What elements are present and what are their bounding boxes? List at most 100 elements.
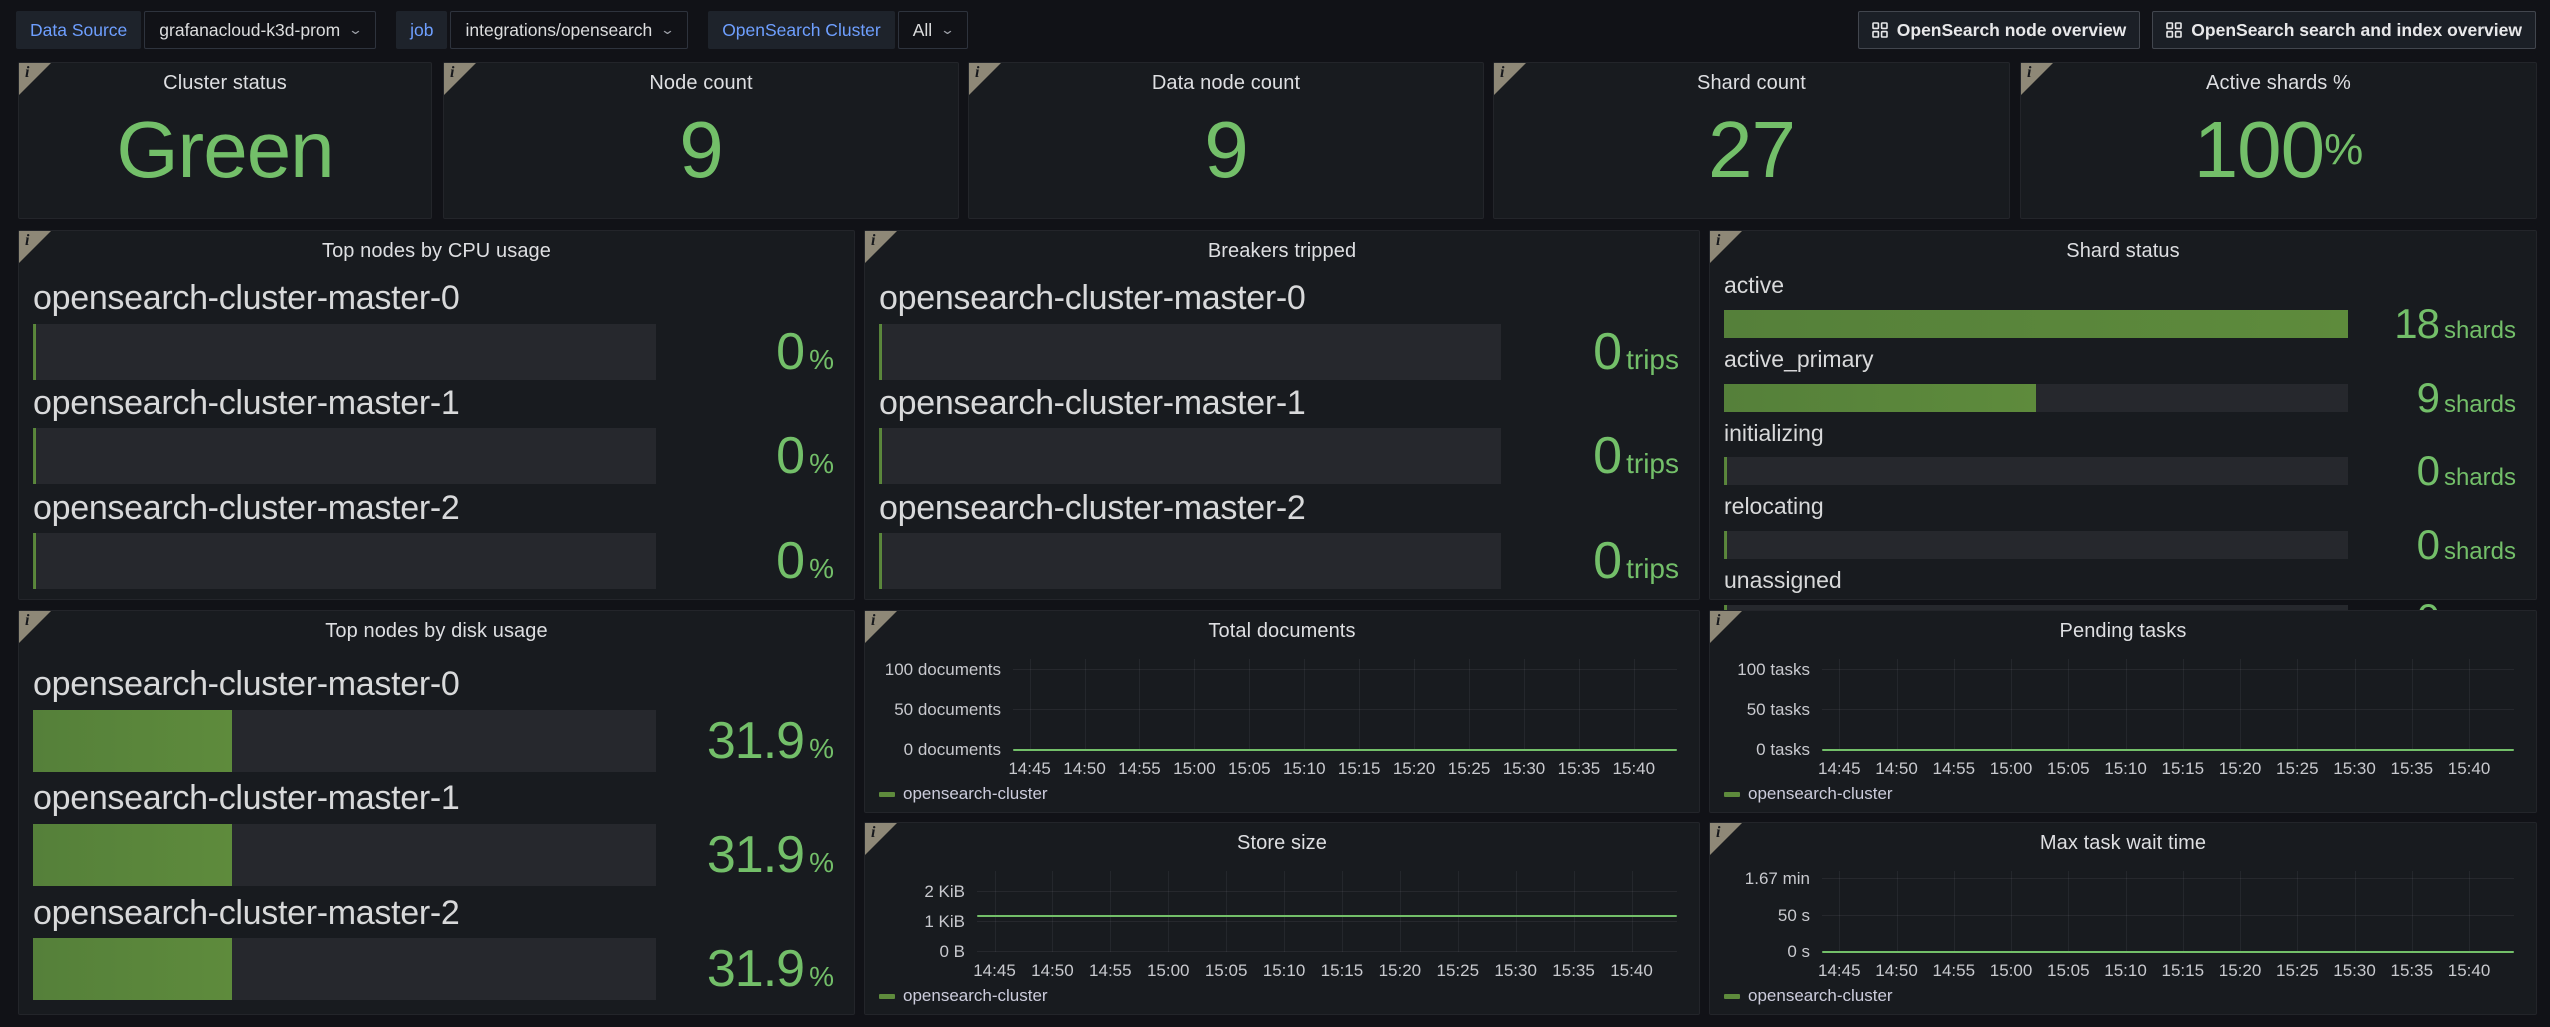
grid-line-vertical <box>2469 659 2471 750</box>
x-axis-tick-label: 14:45 <box>1818 759 1861 778</box>
grid-line-horizontal <box>1822 878 2514 880</box>
grid-line-vertical <box>2182 871 2184 952</box>
grid-line-horizontal <box>977 921 1677 923</box>
panel-active-shards-pct: i Active shards % 100 % <box>2020 62 2537 219</box>
info-corner-icon[interactable]: i <box>1710 823 1742 855</box>
info-corner-icon[interactable]: i <box>1710 611 1742 643</box>
grid-line-vertical <box>1896 659 1898 750</box>
x-axis-tick-label: 14:55 <box>1089 961 1132 980</box>
variable-cluster: OpenSearch Cluster All ⌄ <box>708 11 969 49</box>
stat-body: 9 <box>969 63 1483 218</box>
gauge-bar-fill <box>33 938 232 1000</box>
x-axis-tick-label: 15:35 <box>2390 961 2434 980</box>
info-corner-icon[interactable]: i <box>1494 63 1526 95</box>
x-axis-tick-label: 15:30 <box>1502 759 1546 778</box>
x-axis-tick-label: 15:25 <box>1436 961 1480 980</box>
gauge-bar: 31.9% <box>33 823 834 886</box>
info-corner-icon[interactable]: i <box>2021 63 2053 95</box>
series-line-opensearch-cluster <box>1013 749 1677 751</box>
gauge-bar-track <box>33 709 656 772</box>
stat-body: 27 <box>1494 63 2009 218</box>
x-axis-tick-label: 15:40 <box>1610 961 1653 980</box>
gauge-bar: 31.9% <box>33 709 834 772</box>
panel-title[interactable]: Breakers tripped <box>1207 240 1357 262</box>
panel-title[interactable]: Shard status <box>2066 240 2180 262</box>
legend-swatch <box>879 993 895 999</box>
gauge-value-suffix: shards <box>2443 538 2516 565</box>
panel-title[interactable]: Data node count <box>1151 72 1301 94</box>
grid-line-vertical <box>2240 659 2242 750</box>
gauge-value: 0% <box>776 322 834 381</box>
x-axis-tick-label: 15:05 <box>2047 759 2090 778</box>
link-search-index-overview[interactable]: OpenSearch search and index overview <box>2152 11 2536 49</box>
gauge-row: active_primary 9 shards <box>1724 345 2516 419</box>
info-corner-icon[interactable]: i <box>865 823 897 855</box>
variable-cluster-label: OpenSearch Cluster <box>708 11 895 49</box>
x-axis-tick-label: 15:05 <box>2047 961 2090 980</box>
chart-legend[interactable]: opensearch-cluster <box>1724 784 1893 804</box>
x-axis-tick-label: 14:55 <box>1932 961 1976 980</box>
info-corner-icon[interactable]: i <box>444 63 476 95</box>
grid-line-vertical <box>1226 871 1228 952</box>
y-axis-tick-label: 1 KiB <box>924 912 965 932</box>
gauge-bar-fill <box>879 428 882 485</box>
panel-title[interactable]: Node count <box>649 72 753 94</box>
gauge-row-label: opensearch-cluster-master-1 <box>33 383 460 422</box>
info-corner-icon[interactable]: i <box>969 63 1001 95</box>
series-line-opensearch-cluster <box>1822 749 2514 751</box>
info-corner-icon[interactable]: i <box>865 231 897 263</box>
x-axis-tick-label: 15:15 <box>2161 961 2205 980</box>
x-axis-tick-label: 15:15 <box>1337 759 1381 778</box>
stat-body: 9 <box>444 63 958 218</box>
grid-line-vertical <box>2240 871 2242 952</box>
x-axis-tick-label: 15:25 <box>2275 961 2319 980</box>
chart-legend[interactable]: opensearch-cluster <box>879 784 1048 804</box>
grid-line-vertical <box>1359 659 1361 750</box>
info-corner-icon[interactable]: i <box>19 231 51 263</box>
x-axis-tick-label: 15:05 <box>1204 961 1248 980</box>
gauge-value-suffix: shards <box>2443 316 2516 344</box>
gauge-value-suffix: shards <box>2443 464 2516 492</box>
x-axis-tick-label: 15:15 <box>2161 759 2205 778</box>
grid-line-vertical <box>1578 659 1580 750</box>
info-corner-icon[interactable]: i <box>1710 231 1742 263</box>
info-corner-icon[interactable]: i <box>19 611 51 643</box>
panel-title[interactable]: Max task wait time <box>2039 832 2207 854</box>
x-axis-tick-label: 15:35 <box>1557 759 1601 778</box>
chart-legend[interactable]: opensearch-cluster <box>1724 986 1893 1006</box>
info-corner-icon[interactable]: i <box>865 611 897 643</box>
link-node-overview[interactable]: OpenSearch node overview <box>1857 11 2141 49</box>
variable-datasource-select[interactable]: grafanacloud-k3d-prom ⌄ <box>144 11 377 49</box>
panel-title[interactable]: Top nodes by CPU usage <box>321 240 551 262</box>
gauge-row-label: opensearch-cluster-master-2 <box>879 488 1306 527</box>
grid-line-horizontal <box>1822 668 2514 670</box>
x-axis-tick-label: 15:00 <box>1146 961 1190 980</box>
grid-line-vertical <box>1573 871 1575 952</box>
gauge-bar-track <box>1724 531 2348 559</box>
y-axis-tick-label: 0 B <box>939 942 965 961</box>
panel-title[interactable]: Shard count <box>1697 72 1806 94</box>
panel-title[interactable]: Top nodes by disk usage <box>325 620 548 642</box>
grid-line-vertical <box>2469 871 2471 952</box>
link-search-index-overview-label: OpenSearch search and index overview <box>2191 19 2522 40</box>
x-axis-tick-label: 14:55 <box>1118 759 1161 778</box>
panel-title[interactable]: Active shards % <box>2206 72 2351 94</box>
variable-cluster-select[interactable]: All ⌄ <box>897 11 969 49</box>
panel-max-task-wait: i Max task wait time 0 s 50 s 1.67 min 14:4… <box>1709 822 2537 1015</box>
info-corner-icon[interactable]: i <box>19 63 51 95</box>
variable-job-select[interactable]: integrations/opensearch ⌄ <box>450 11 689 49</box>
gauge-row: opensearch-cluster-master-2 0 trips <box>879 487 1679 589</box>
chart-legend[interactable]: opensearch-cluster <box>879 986 1048 1006</box>
panel-title[interactable]: Total documents <box>1208 620 1356 642</box>
panel-title[interactable]: Pending tasks <box>2059 620 2187 642</box>
panel-title[interactable]: Cluster status <box>163 72 287 94</box>
grid-line-vertical <box>1953 659 1955 750</box>
stat-value: 9 <box>679 104 723 194</box>
grid-line-vertical <box>2068 659 2070 750</box>
grid-line-vertical <box>1084 659 1086 750</box>
panel-title[interactable]: Store size <box>1237 832 1327 854</box>
bar-gauge: active 18 shards active_primary 9 shards initi… <box>1724 271 2516 639</box>
grid-line-vertical <box>1139 659 1141 750</box>
grid-line-vertical <box>2182 659 2184 750</box>
